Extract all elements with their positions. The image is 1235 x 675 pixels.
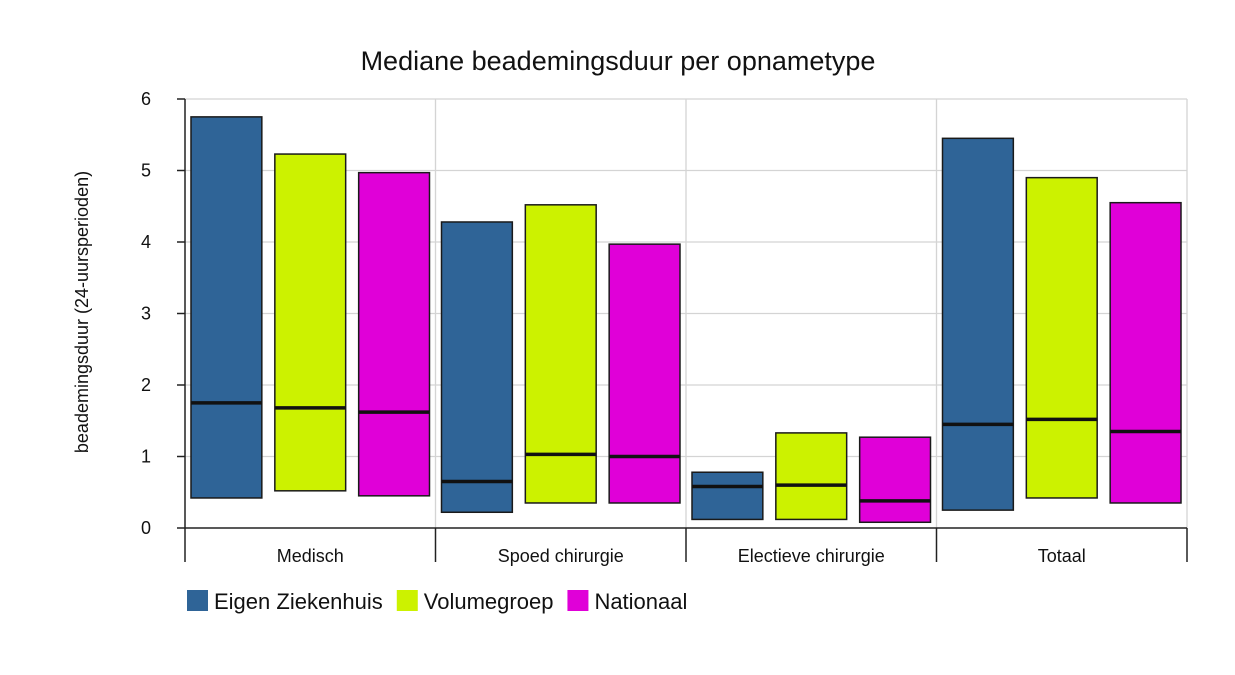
y-tick-label: 3 xyxy=(141,304,151,324)
y-tick-label: 0 xyxy=(141,518,151,538)
x-category-label: Totaal xyxy=(1038,546,1086,566)
bar-1-1 xyxy=(190,116,263,499)
axes: 0 1 2 3 4 5 6 Medisch Spoed chirurgie Electieve c… xyxy=(141,89,1188,566)
bar-1-3 xyxy=(691,471,764,521)
legend-label-1: Eigen Ziekenhuis xyxy=(214,589,383,614)
bar-1-4 xyxy=(941,137,1015,511)
legend-swatch-1 xyxy=(187,590,208,611)
bar-2-1 xyxy=(274,153,347,492)
y-tick-label: 6 xyxy=(141,89,151,109)
x-category-label: Spoed chirurgie xyxy=(498,546,624,566)
legend: Eigen Ziekenhuis Volumegroep Nationaal xyxy=(187,589,687,614)
y-tick-label: 1 xyxy=(141,447,151,467)
bar-3-4 xyxy=(1109,201,1182,504)
legend-swatch-2 xyxy=(396,590,418,611)
bar-2-3 xyxy=(775,432,848,521)
bar-3-1 xyxy=(357,171,431,497)
legend-label-2: Volumegroep xyxy=(424,589,554,614)
y-tick-label: 4 xyxy=(141,232,151,252)
grid xyxy=(185,98,1188,528)
chart-title: Mediane beademingsduur per opnametype xyxy=(361,46,876,76)
bar-3-3 xyxy=(858,436,932,524)
bar-2-2 xyxy=(524,204,597,504)
bars xyxy=(190,116,1182,524)
bar-1-2 xyxy=(440,221,514,514)
x-category-label: Electieve chirurgie xyxy=(738,546,885,566)
legend-swatch-3 xyxy=(567,590,589,611)
legend-label-3: Nationaal xyxy=(594,589,687,614)
bar-3-2 xyxy=(608,243,681,504)
y-axis-label: beademingsduur (24-uursperioden) xyxy=(72,171,92,453)
y-tick-label: 5 xyxy=(141,161,151,181)
bar-2-4 xyxy=(1025,176,1098,499)
x-category-label: Medisch xyxy=(277,546,344,566)
y-tick-label: 2 xyxy=(141,375,151,395)
